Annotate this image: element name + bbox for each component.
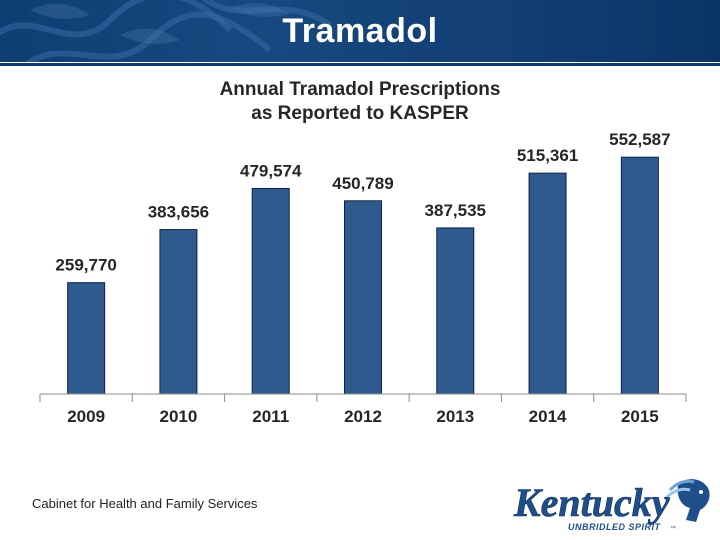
bar-chart: 259,770 2009 383,656 2010 479,574 2011 450,789… [39, 130, 687, 426]
bar-2014 [528, 172, 567, 395]
footer-agency-name: Cabinet for Health and Family Services [32, 496, 258, 511]
chart-title: Annual Tramadol Prescriptions as Reporte… [0, 78, 720, 126]
x-tick-label-2013: 2013 [436, 407, 474, 426]
x-tick-label-2009: 2009 [67, 407, 105, 426]
x-tick-label-2011: 2011 [252, 407, 289, 426]
chart-area: Annual Tramadol Prescriptions as Reporte… [0, 66, 720, 436]
chart-title-line-1: Annual Tramadol Prescriptions [219, 79, 501, 100]
logo-tagline: UNBRIDLED SPIRIT [568, 522, 662, 532]
x-tick-label-2015: 2015 [621, 407, 659, 426]
x-tick-label-2014: 2014 [529, 407, 567, 426]
header-rule [0, 63, 720, 66]
data-label-2015: 552,587 [609, 130, 670, 149]
slide-header: Tramadol [0, 0, 720, 66]
kentucky-logo-graphic: Kentucky UNBRIDLED SPIRIT ™ [513, 479, 710, 532]
horse-head-icon [664, 479, 710, 522]
bar-2010 [159, 229, 198, 395]
bar-2011 [251, 187, 290, 395]
chart-title-line-2: as Reported to KASPER [251, 103, 469, 124]
slide-title: Tramadol [282, 12, 438, 50]
data-label-2012: 450,789 [332, 174, 393, 193]
data-label-2010: 383,656 [148, 203, 209, 222]
data-label-2014: 515,361 [517, 146, 578, 165]
logo-wordmark: Kentucky [513, 480, 670, 525]
header-band [0, 0, 720, 62]
data-label-2013: 387,535 [425, 201, 486, 220]
bar-2012 [344, 200, 382, 395]
logo-trademark: ™ [670, 525, 676, 532]
data-label-2009: 259,770 [55, 256, 116, 275]
bar-2009 [67, 282, 106, 395]
x-tick-label-2012: 2012 [344, 407, 382, 426]
data-label-2011: 479,574 [240, 161, 302, 180]
kentucky-logo: Kentucky UNBRIDLED SPIRIT ™ [510, 470, 715, 538]
bar-2015 [620, 156, 659, 395]
header-swirl-decoration [0, 0, 332, 62]
bar-2013 [436, 227, 475, 395]
x-tick-label-2010: 2010 [160, 407, 198, 426]
